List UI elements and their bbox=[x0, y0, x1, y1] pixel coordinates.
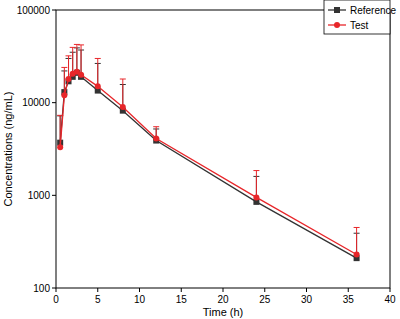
error-bar bbox=[74, 44, 80, 71]
marker bbox=[354, 251, 360, 257]
y-tick bbox=[52, 10, 56, 11]
error-bar bbox=[354, 227, 360, 254]
marker bbox=[66, 76, 72, 82]
x-tick-label: 10 bbox=[134, 294, 146, 305]
marker bbox=[253, 194, 259, 200]
marker bbox=[61, 92, 67, 98]
legend-marker bbox=[334, 7, 340, 13]
marker bbox=[153, 136, 159, 142]
legend-label: Test bbox=[350, 20, 369, 31]
x-tick bbox=[97, 288, 98, 292]
y-tick-label: 1000 bbox=[28, 190, 51, 201]
x-tick-label: 30 bbox=[301, 294, 313, 305]
marker bbox=[95, 83, 101, 89]
y-tick bbox=[52, 102, 56, 103]
plot-frame bbox=[56, 10, 390, 288]
y-tick-label: 100 bbox=[33, 283, 50, 294]
x-tick-label: 20 bbox=[217, 294, 229, 305]
series-line bbox=[60, 73, 356, 258]
x-tick bbox=[348, 288, 349, 292]
series-line bbox=[60, 72, 356, 255]
y-tick bbox=[52, 288, 56, 289]
x-tick-label: 5 bbox=[95, 294, 101, 305]
x-tick bbox=[139, 288, 140, 292]
chart: 0 5 10 15 20 25 30 35 40 100 1000 10000 100000 Time (… bbox=[0, 0, 400, 319]
x-axis-label: Time (h) bbox=[203, 306, 244, 318]
y-tick-label: 100000 bbox=[17, 5, 51, 16]
x-tick-label: 40 bbox=[384, 294, 396, 305]
x-tick bbox=[56, 288, 57, 292]
x-tick bbox=[390, 288, 391, 292]
marker bbox=[78, 72, 84, 78]
x-tick bbox=[181, 288, 182, 292]
y-tick-label: 10000 bbox=[22, 97, 50, 108]
marks bbox=[57, 44, 359, 261]
marker bbox=[120, 104, 126, 110]
error-bar bbox=[120, 79, 126, 107]
legend: Reference Test bbox=[324, 0, 397, 34]
error-bar bbox=[253, 171, 259, 198]
error-bar bbox=[95, 58, 101, 86]
marker bbox=[57, 144, 63, 150]
x-tick-label: 0 bbox=[53, 294, 59, 305]
legend-label: Reference bbox=[350, 5, 397, 16]
legend-marker bbox=[334, 22, 340, 28]
y-tick bbox=[52, 195, 56, 196]
y-axis-label: Concentrations (ng/mL) bbox=[2, 92, 14, 207]
x-tick bbox=[306, 288, 307, 292]
error-bar bbox=[61, 67, 67, 95]
x-tick bbox=[264, 288, 265, 292]
x-tick-label: 35 bbox=[343, 294, 355, 305]
x-tick-label: 25 bbox=[259, 294, 271, 305]
x-tick-label: 15 bbox=[176, 294, 188, 305]
x-tick bbox=[223, 288, 224, 292]
